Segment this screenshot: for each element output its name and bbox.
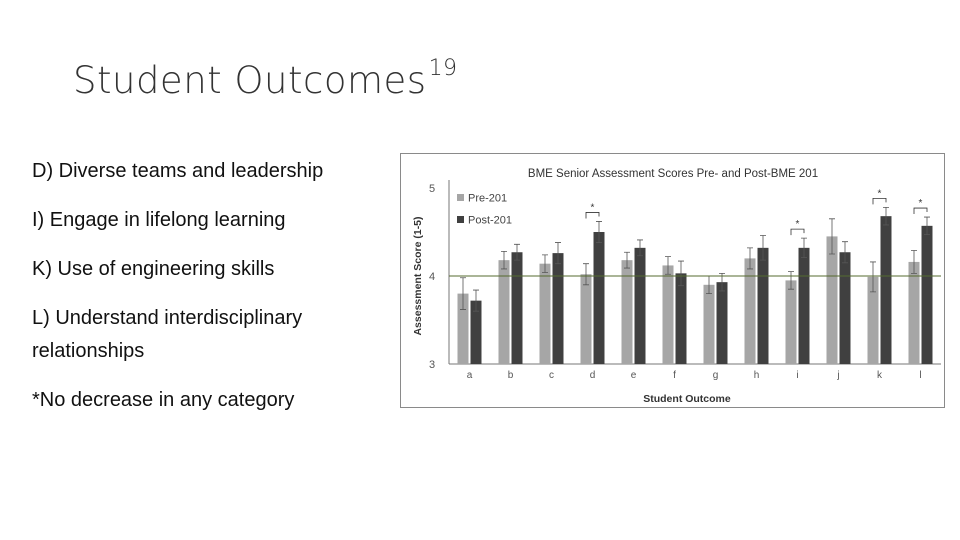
bar-pre-l — [908, 261, 920, 364]
bar-post-b — [511, 252, 523, 364]
error-bar-post-d — [596, 221, 602, 243]
bar-post-f — [675, 273, 687, 364]
y-tick-label: 4 — [429, 271, 435, 283]
slide-title-text: Student Outcomes — [73, 59, 427, 102]
error-bar-pre-j — [829, 218, 835, 255]
chart-frame: BME Senior Assessment Scores Pre- and Po… — [400, 153, 945, 408]
significance-star-l: * — [919, 198, 923, 209]
error-bar-pre-k — [870, 261, 876, 293]
y-tick-label: 5 — [429, 183, 435, 195]
x-axis-label: Student Outcome — [643, 393, 731, 405]
x-tick-label: k — [877, 370, 883, 381]
significance-bracket-l — [913, 207, 928, 215]
error-bar-pre-e — [624, 251, 630, 269]
chart-title: BME Senior Assessment Scores Pre- and Po… — [528, 168, 818, 180]
significance-bracket-i — [790, 228, 805, 236]
bar-post-e — [634, 247, 646, 364]
bar-pre-e — [621, 260, 633, 364]
x-tick-label: i — [796, 370, 798, 381]
error-bar-post-f — [678, 260, 684, 287]
legend-swatch-pre — [457, 194, 464, 201]
error-bar-pre-d — [583, 263, 589, 286]
x-tick-label: l — [919, 370, 921, 381]
error-bar-post-b — [514, 243, 520, 261]
y-tick-label: 3 — [429, 359, 435, 371]
bullet-list: D) Diverse teams and leadership I) Engag… — [32, 155, 392, 433]
bar-post-c — [552, 253, 564, 364]
x-tick-label: b — [508, 370, 514, 381]
error-bar-post-e — [637, 239, 643, 257]
significance-bracket-d — [585, 212, 600, 219]
bar-post-a — [470, 300, 482, 364]
bar-post-g — [716, 282, 728, 364]
bar-pre-c — [539, 263, 551, 364]
significance-star-k: * — [878, 188, 882, 199]
error-bar-post-k — [883, 206, 889, 226]
error-bar-pre-i — [788, 271, 794, 290]
bar-pre-d — [580, 274, 592, 364]
bar-post-h — [757, 247, 769, 364]
error-bar-pre-b — [501, 250, 507, 270]
x-tick-label: g — [713, 370, 719, 381]
bar-pre-b — [498, 260, 510, 364]
legend-label-post: Post-201 — [468, 215, 512, 227]
bar-pre-g — [703, 284, 715, 364]
bar-pre-a — [457, 293, 469, 364]
bullet-outcome-i: I) Engage in lifelong learning — [32, 209, 286, 231]
error-bar-post-h — [760, 235, 766, 261]
x-tick-label: j — [836, 370, 839, 381]
x-tick-label: c — [549, 370, 554, 381]
bar-pre-j — [826, 236, 838, 364]
bar-post-l — [921, 225, 933, 364]
bar-pre-i — [785, 280, 797, 364]
bar-post-k — [880, 216, 892, 364]
error-bar-pre-l — [911, 250, 917, 274]
bar-chart: BME Senior Assessment Scores Pre- and Po… — [412, 168, 941, 405]
error-bar-pre-c — [542, 254, 548, 273]
bar-post-d — [593, 232, 605, 364]
legend-swatch-post — [457, 216, 464, 223]
error-bar-post-j — [842, 241, 848, 264]
error-bar-pre-h — [747, 247, 753, 270]
x-tick-label: e — [631, 370, 637, 381]
x-tick-label: h — [754, 370, 760, 381]
bullet-outcome-l: L) Understand interdisciplinary relation… — [32, 307, 303, 362]
bullet-outcome-d: D) Diverse teams and leadership — [32, 160, 324, 182]
error-bar-pre-a — [460, 277, 466, 310]
bar-post-j — [839, 252, 851, 364]
error-bar-post-c — [555, 242, 561, 265]
bar-pre-f — [662, 265, 674, 364]
x-tick-label: d — [590, 370, 596, 381]
bar-post-i — [798, 247, 810, 364]
slide-title: Student Outcomes19 — [73, 56, 458, 102]
y-axis-label: Assessment Score (1-5) — [412, 216, 424, 335]
error-bar-pre-f — [665, 256, 671, 275]
bullet-note: *No decrease in any category — [32, 389, 295, 411]
significance-star-d: * — [591, 202, 595, 213]
bar-pre-h — [744, 258, 756, 364]
error-bar-post-i — [801, 237, 807, 258]
bar-pre-k — [867, 276, 879, 364]
x-tick-label: f — [673, 370, 676, 381]
title-superscript: 19 — [428, 56, 458, 81]
x-tick-label: a — [467, 370, 473, 381]
error-bar-post-a — [473, 289, 479, 312]
significance-bracket-k — [872, 197, 887, 205]
significance-star-i: * — [796, 219, 800, 230]
bullet-outcome-k: K) Use of engineering skills — [32, 258, 275, 280]
legend-label-pre: Pre-201 — [468, 193, 507, 205]
error-bar-post-l — [924, 216, 930, 236]
